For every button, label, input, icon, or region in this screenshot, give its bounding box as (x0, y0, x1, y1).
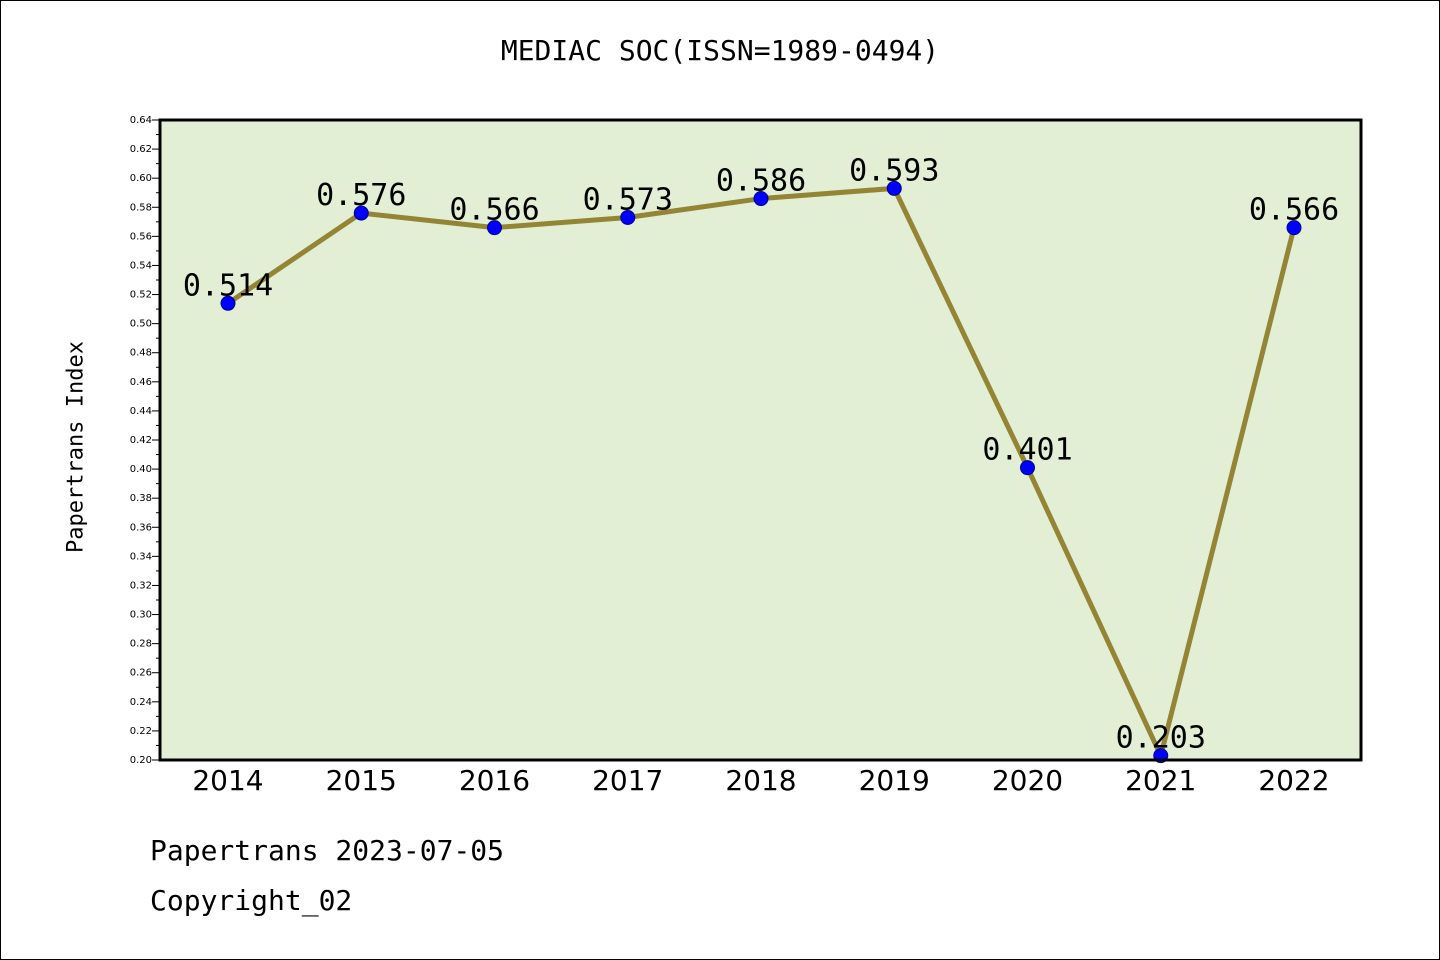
x-tick-label: 2017 (592, 764, 663, 797)
x-tick-label: 2014 (192, 764, 263, 797)
y-tick-label: 0.30 (130, 610, 152, 621)
y-tick-label: 0.50 (130, 319, 152, 330)
data-point (620, 209, 636, 225)
y-tick-label: 0.34 (130, 551, 152, 562)
y-tick-label: 0.26 (130, 668, 152, 679)
data-point (220, 295, 236, 311)
x-axis: 2014 2015 2016 2017 2018 2019 2020 2021 2022 (192, 764, 1329, 797)
y-tick-label: 0.38 (130, 493, 152, 504)
y-tick-label: 0.28 (130, 639, 152, 650)
data-point (1020, 460, 1035, 476)
data-point (487, 220, 502, 236)
x-tick-label: 2020 (992, 764, 1063, 797)
x-tick-label: 2022 (1258, 764, 1329, 797)
plot-area (160, 120, 1361, 760)
y-tick-label: 0.46 (130, 377, 152, 388)
series-group: 0.514 0.576 0.566 0.573 0.586 0.593 0.401 0.203… (183, 153, 1339, 764)
y-tick-label: 0.42 (130, 435, 152, 446)
x-tick-label: 2016 (459, 764, 530, 797)
data-label: 0.203 (1116, 721, 1206, 756)
data-label: 0.593 (849, 153, 939, 188)
y-tick-label: 0.54 (130, 260, 152, 271)
data-label: 0.566 (449, 193, 539, 228)
source-date-text: Papertrans 2023-07-05 (150, 834, 505, 867)
data-label: 0.514 (183, 268, 273, 303)
data-label: 0.576 (316, 178, 406, 213)
y-tick-label: 0.32 (130, 580, 152, 591)
x-tick-label: 2021 (1125, 764, 1196, 797)
data-point (353, 205, 369, 221)
data-label: 0.586 (716, 164, 806, 199)
data-label: 0.401 (982, 433, 1072, 468)
y-tick-label: 0.56 (130, 231, 152, 242)
y-tick-label: 0.36 (130, 522, 152, 533)
plot-border (158, 118, 1363, 762)
x-tick-label: 2018 (725, 764, 796, 797)
y-tick-label: 0.62 (130, 144, 152, 155)
y-tick-label: 0.24 (130, 697, 152, 708)
data-point (753, 191, 769, 207)
y-tick-label: 0.40 (130, 464, 152, 475)
x-tick-label: 2019 (859, 764, 930, 797)
data-point (886, 180, 902, 196)
y-tick-label: 0.60 (130, 173, 152, 184)
data-label: 0.566 (1249, 193, 1339, 228)
data-point (1286, 220, 1302, 236)
chart-title: MEDIAC SOC(ISSN=1989-0494) (500, 34, 940, 67)
y-tick-label: 0.52 (130, 290, 152, 301)
data-label: 0.573 (583, 182, 673, 217)
y-axis: 0.20 0.22 0.24 0.26 0.28 0.30 0.32 0.34 0.36 0.38… (130, 115, 160, 766)
y-tick-label: 0.22 (130, 726, 152, 737)
y-tick-label: 0.58 (130, 202, 152, 213)
x-tick-label: 2015 (326, 764, 397, 797)
y-tick-label: 0.64 (130, 115, 152, 126)
y-tick-label: 0.44 (130, 406, 152, 417)
y-tick-label: 0.20 (130, 755, 152, 766)
y-tick-label: 0.48 (130, 348, 152, 359)
copyright-text: Copyright_02 (150, 884, 353, 917)
